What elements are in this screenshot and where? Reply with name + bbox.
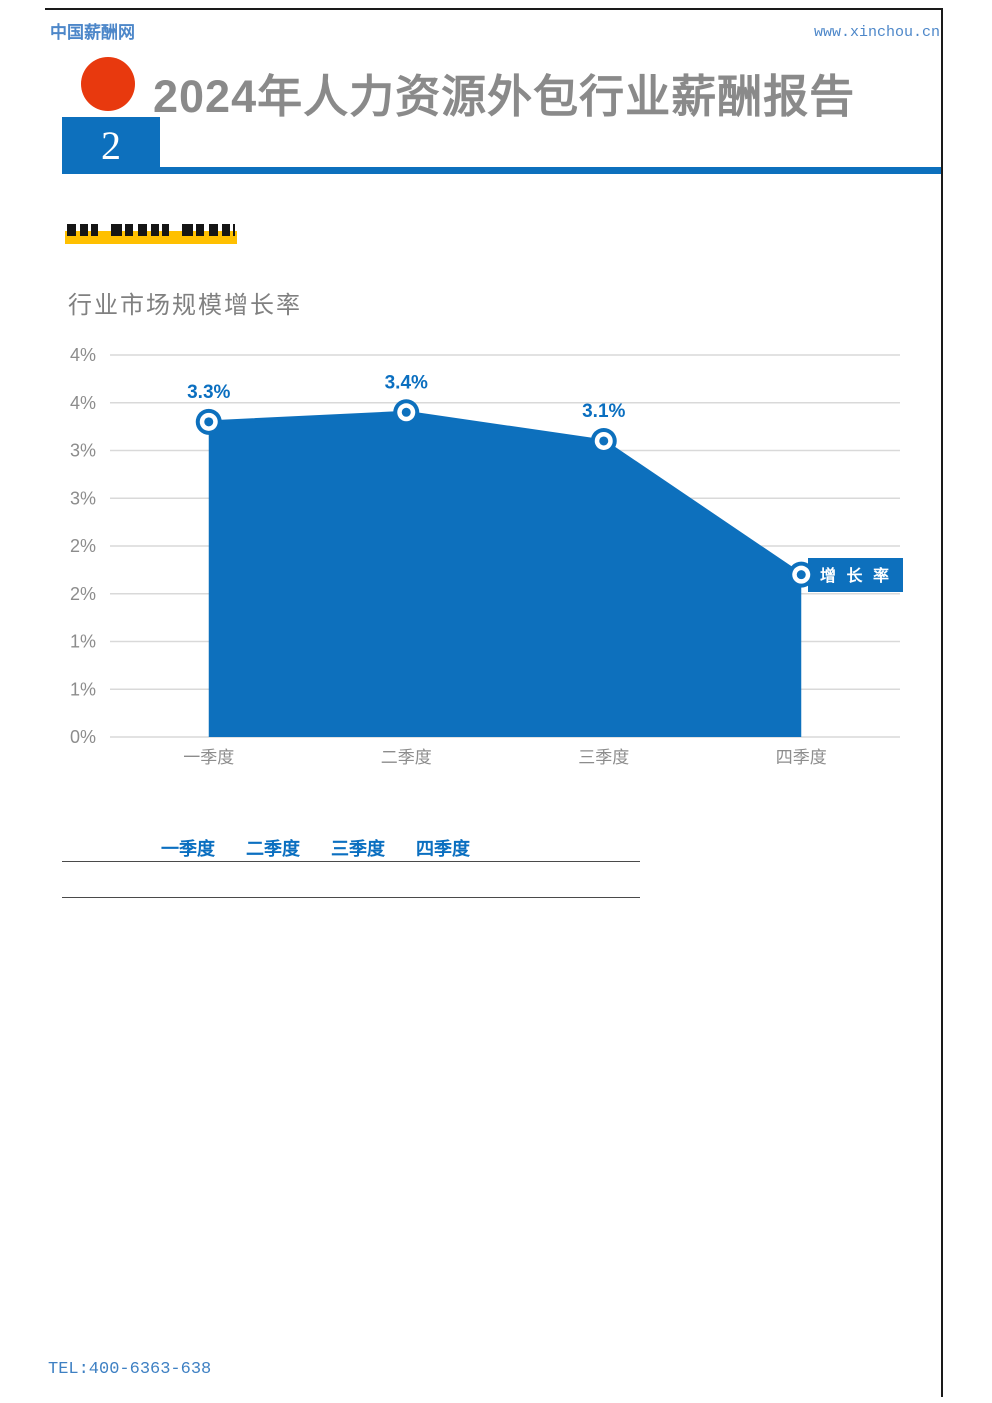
site-url: www.xinchou.cn (813, 24, 940, 41)
table-rule-bottom (62, 897, 640, 898)
chart-legend-label: 增 长 率 (820, 566, 892, 585)
chart-series-line (208, 410, 803, 576)
chart-ytick-label: 3% (70, 488, 96, 508)
section-heading-obscured (65, 222, 237, 245)
chart-marker-core (204, 417, 214, 427)
quarter-table-headers: 一季度 二季度 三季度 四季度 (156, 835, 496, 861)
chart-data-label: 3.4% (385, 372, 428, 393)
table-rule-top (62, 861, 640, 862)
table-header-q2: 二季度 (246, 839, 300, 859)
chart-ytick-label: 4% (70, 393, 96, 413)
page-number-box: 2 (62, 117, 160, 174)
chart-marker-core (796, 570, 806, 580)
chart-ytick-label: 1% (70, 632, 96, 652)
chart-marker-core (401, 407, 411, 417)
chart-ytick-label: 4% (70, 345, 96, 365)
growth-rate-chart: 4% 4% 3% 3% 2% 2% 1% 1% 0% 一季度 二季度 三季度 四季度 增 长 率 3.3% 3… (70, 345, 903, 767)
chart-xtick-label: 二季度 (381, 748, 432, 767)
table-header-q4: 四季度 (416, 839, 470, 859)
chart-ytick-label: 2% (70, 584, 96, 604)
table-header-q1: 一季度 (161, 839, 215, 859)
chart-data-label: 3.1% (582, 401, 625, 422)
title-rule (160, 167, 941, 174)
page-number: 2 (101, 122, 121, 168)
chart-legend-box (808, 558, 903, 592)
page-title: 2024年人力资源外包行业薪酬报告 (153, 71, 856, 122)
chart-title: 行业市场规模增长率 (68, 292, 302, 319)
red-dot-icon (81, 57, 135, 111)
chart-ytick-label: 1% (70, 679, 96, 699)
chart-ytick-label: 0% (70, 727, 96, 747)
footer-telephone: TEL:400-6363-638 (48, 1360, 212, 1379)
obscured-text-fragments (67, 224, 235, 236)
table-header-q3: 三季度 (331, 839, 385, 859)
site-name: 中国薪酬网 (50, 23, 135, 42)
chart-xtick-label: 一季度 (183, 748, 234, 767)
chart-ytick-label: 3% (70, 441, 96, 461)
chart-marker-core (599, 436, 609, 446)
chart-ytick-label: 2% (70, 536, 96, 556)
chart-area (208, 412, 802, 737)
chart-data-label: 3.3% (187, 382, 230, 403)
chart-xtick-label: 四季度 (776, 748, 827, 767)
chart-xtick-label: 三季度 (578, 748, 629, 767)
